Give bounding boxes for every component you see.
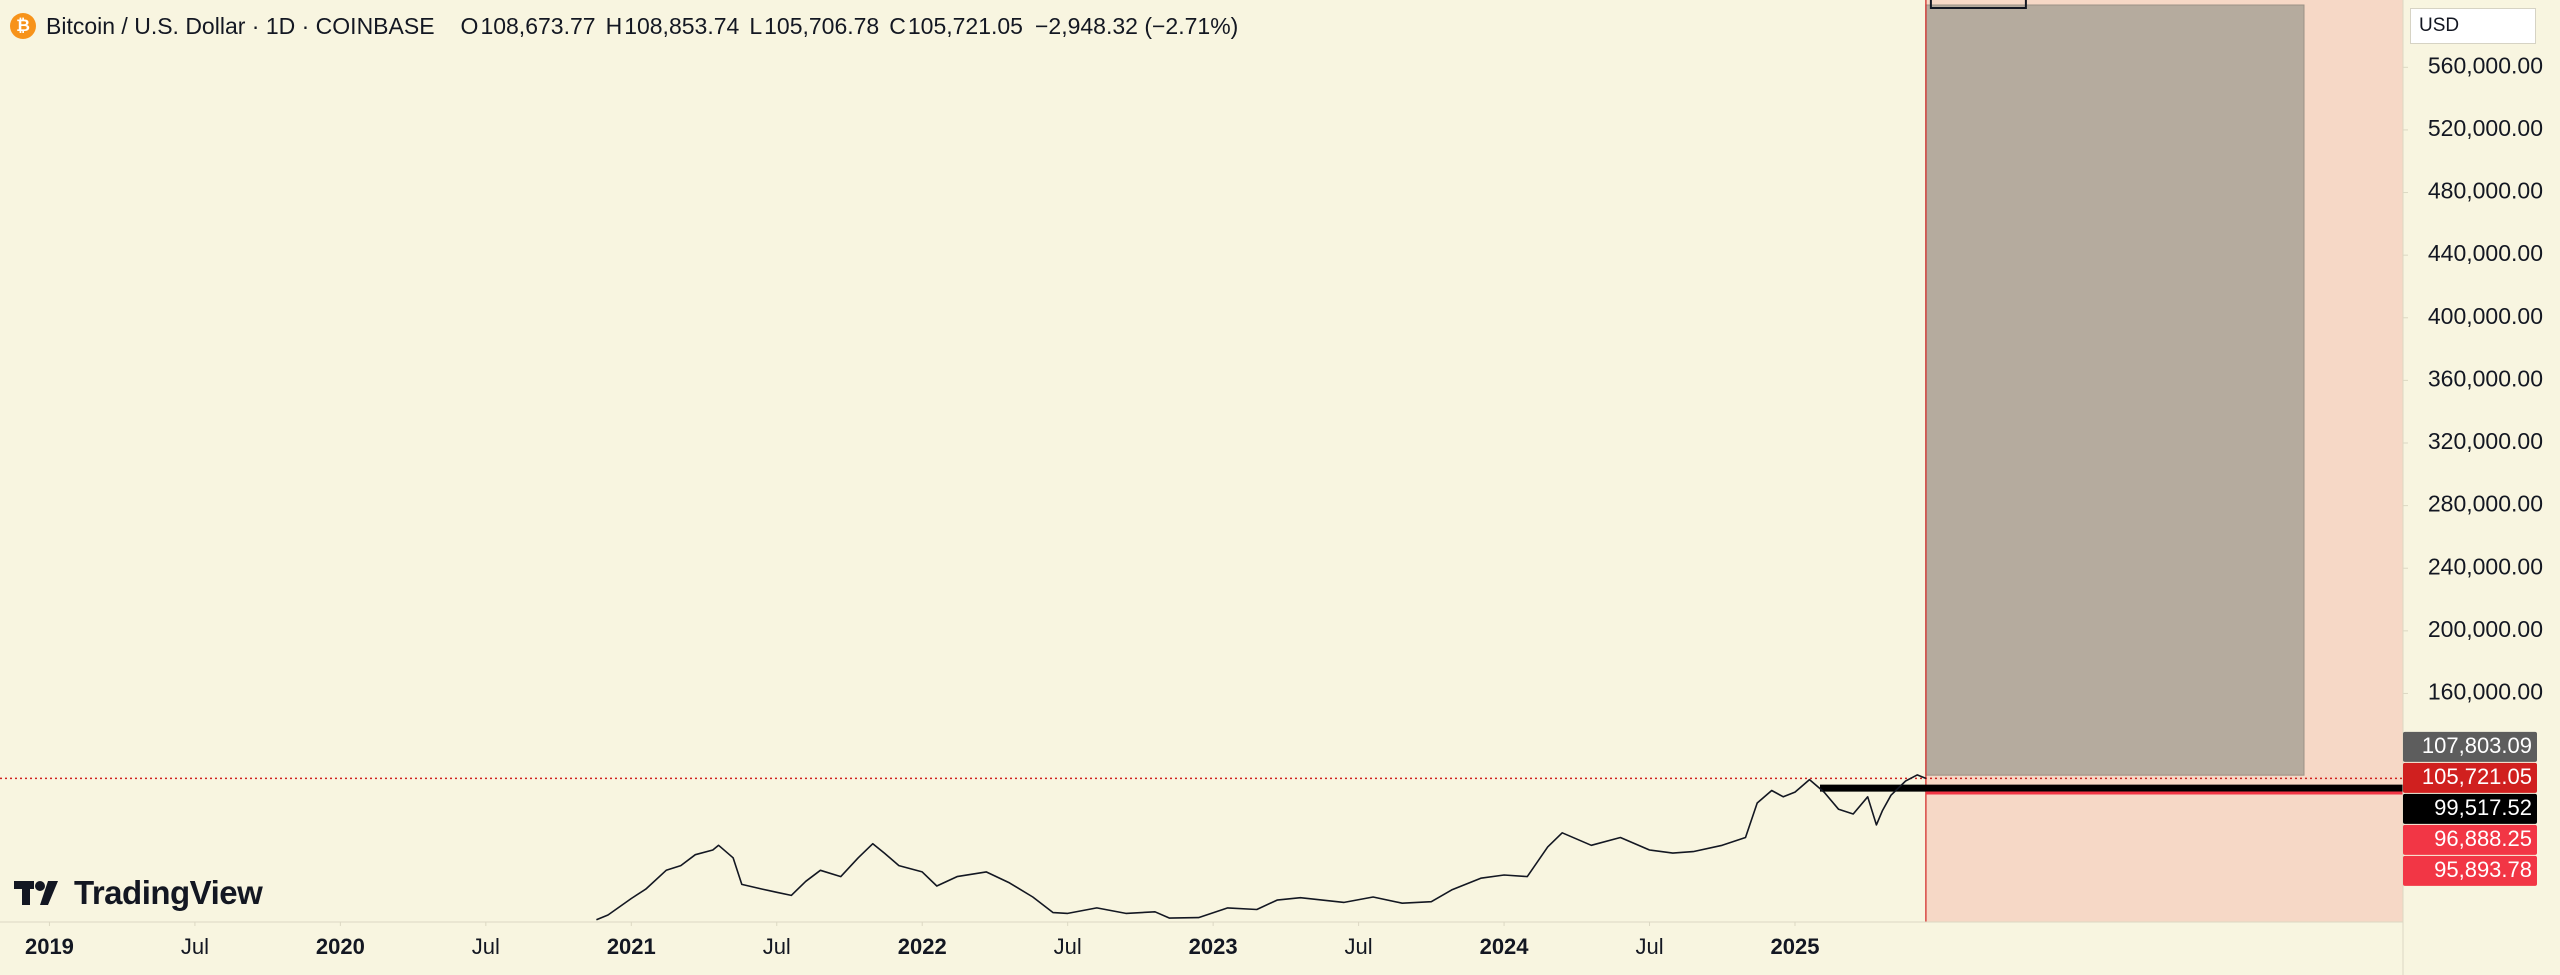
- ohlc-key: C: [889, 12, 906, 39]
- ohlc-value: 105,706.78: [764, 12, 880, 39]
- currency-button[interactable]: USD: [2410, 8, 2536, 44]
- y-tick-label: 400,000.00: [2428, 303, 2543, 329]
- coin-icon: ₿: [10, 13, 36, 39]
- price-label-box: [2403, 824, 2537, 855]
- tool-label: [1929, 0, 2027, 9]
- brand-name: TradingView: [74, 874, 263, 911]
- ohlc-key: H: [605, 12, 623, 39]
- price-label: 95,893.78: [2434, 857, 2532, 882]
- y-tick-label: 240,000.00: [2428, 553, 2543, 579]
- x-tick-label: 2021: [607, 934, 656, 959]
- ohlc-key: O: [460, 12, 479, 39]
- plot-area: [0, 774, 2403, 921]
- ohlc-value: 108,853.74: [624, 12, 740, 39]
- x-tick-label: Jul: [472, 934, 500, 959]
- ohlc-key: L: [749, 12, 763, 39]
- x-tick-label: Jul: [763, 934, 791, 959]
- y-tick-label: 440,000.00: [2428, 240, 2543, 266]
- symbol-header: ₿ Bitcoin / U.S. Dollar · 1D · COINBASE …: [10, 10, 1238, 42]
- price-label-box: [2403, 793, 2537, 824]
- y-tick-label: 520,000.00: [2428, 115, 2543, 141]
- price-label: 105,721.05: [2422, 764, 2532, 789]
- position-zones: [1925, 0, 2403, 922]
- ohlc-value: 108,673.77: [480, 12, 596, 39]
- x-tick-label: 2024: [1480, 934, 1530, 959]
- y-tick-label: 560,000.00: [2428, 52, 2543, 78]
- price-change: −2,948.32 (−2.71%): [1034, 12, 1239, 39]
- brand-icon: [14, 881, 58, 905]
- price-label: 96,888.25: [2434, 826, 2532, 851]
- price-line: [596, 774, 1927, 921]
- y-tick-label: 200,000.00: [2428, 616, 2543, 642]
- symbol-title: Bitcoin / U.S. Dollar · 1D · COINBASE: [46, 12, 435, 39]
- x-tick-label: 2025: [1771, 934, 1820, 959]
- price-label-box: [2403, 855, 2537, 886]
- y-tick-label: 480,000.00: [2428, 178, 2543, 204]
- x-tick-label: Jul: [1635, 934, 1663, 959]
- brand-logo[interactable]: TradingView: [14, 874, 263, 912]
- x-tick-label: 2023: [1189, 934, 1238, 959]
- ohlc-value: 105,721.05: [907, 12, 1023, 39]
- price-label-box: [2403, 762, 2537, 793]
- y-tick-label: 280,000.00: [2428, 491, 2543, 517]
- x-tick-label: 2022: [898, 934, 947, 959]
- y-tick-label: 360,000.00: [2428, 365, 2543, 391]
- x-tick-label: 2019: [25, 934, 74, 959]
- target-zone: [1925, 4, 2305, 776]
- price-label: 99,517.52: [2434, 795, 2532, 820]
- x-tick-label: Jul: [181, 934, 209, 959]
- x-tick-label: 2020: [316, 934, 365, 959]
- y-tick-label: 320,000.00: [2428, 428, 2543, 454]
- x-tick-label: Jul: [1345, 934, 1373, 959]
- price-label: 107,803.09: [2422, 733, 2532, 758]
- x-tick-label: Jul: [1054, 934, 1082, 959]
- price-label-box: [2403, 731, 2537, 762]
- y-tick-label: 160,000.00: [2428, 679, 2543, 705]
